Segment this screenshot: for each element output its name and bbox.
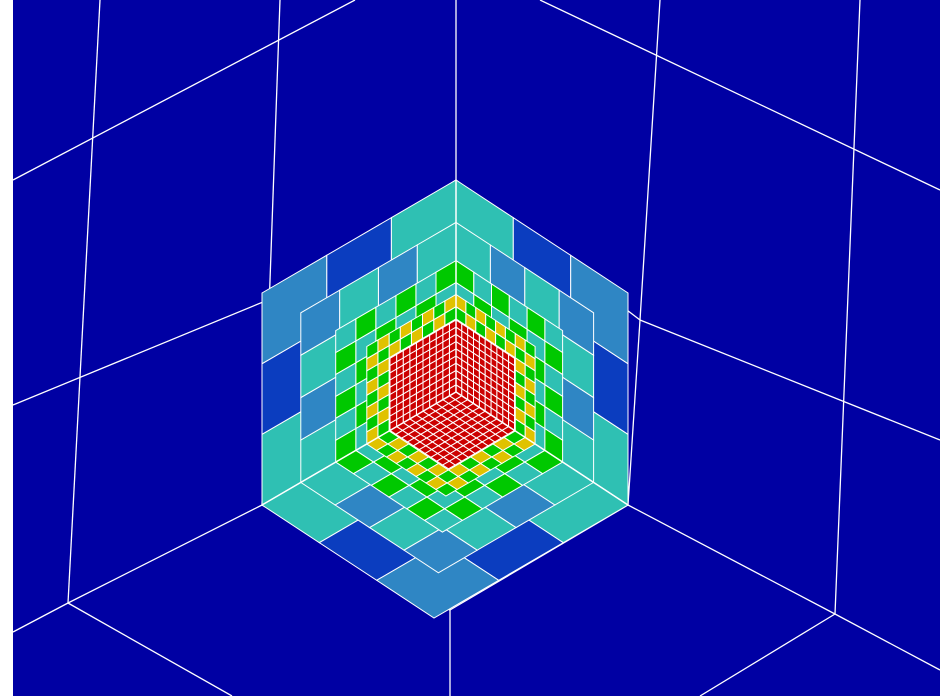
mesh-cell [335, 318, 357, 354]
coarse-grid-line [539, 0, 941, 191]
coarse-grid-line [834, 613, 941, 671]
mesh-cell [441, 460, 457, 470]
coarse-grid-line [627, 504, 836, 615]
coarse-grid-line [639, 0, 661, 321]
mesh-cell [544, 317, 564, 354]
mesh-cell [403, 527, 479, 574]
coarse-grid-line [627, 319, 641, 506]
mesh-cell [366, 339, 379, 360]
coarse-grid-line [67, 0, 101, 604]
coarse-grid-line [834, 0, 861, 615]
coarse-grid-line [12, 294, 281, 406]
mesh-cell [261, 254, 328, 365]
coarse-grid-line [12, 0, 356, 181]
coarse-grid-line [699, 613, 836, 696]
mesh-cell [435, 482, 458, 497]
mesh-cell [508, 353, 515, 367]
cube-edge [455, 391, 629, 506]
cube-edge [261, 391, 457, 506]
coarse-grid-line [67, 602, 233, 696]
mesh-cell [524, 339, 536, 360]
mesh-cell [389, 353, 398, 367]
coarse-grid-line [67, 504, 263, 604]
coarse-grid-line [12, 602, 69, 633]
mesh-cell [300, 289, 341, 357]
refined-corner-region [261, 179, 629, 619]
mesh-cell [423, 508, 464, 533]
mesh-cell [558, 289, 595, 357]
coarse-grid-line [639, 319, 941, 441]
mesh-cell [375, 542, 500, 619]
mesh-cell [570, 254, 629, 365]
